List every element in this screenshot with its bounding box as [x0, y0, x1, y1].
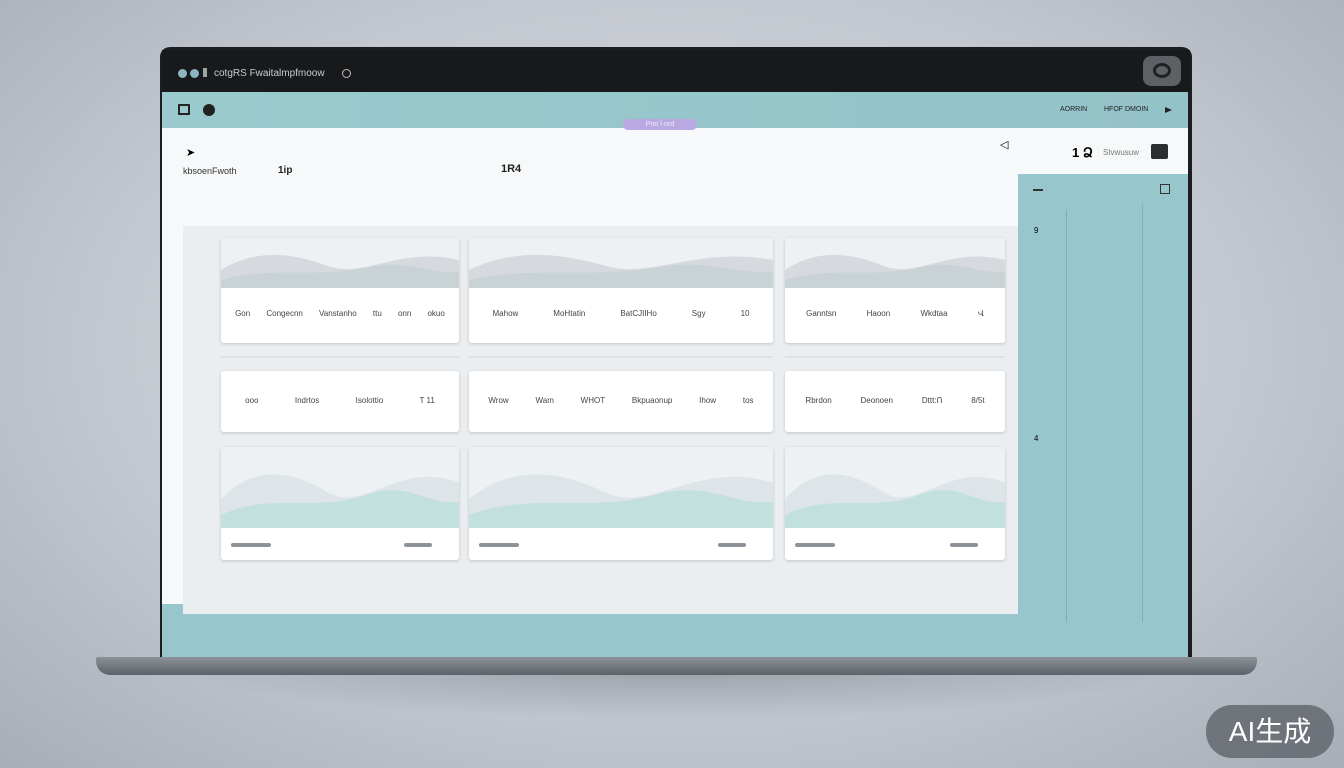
- list-icon[interactable]: [178, 104, 190, 115]
- card-meta-text: T 11: [419, 396, 435, 405]
- edit-button[interactable]: [1151, 144, 1168, 159]
- card-meta-text: Gon: [235, 309, 251, 318]
- card-row3[interactable]: [469, 447, 773, 560]
- progress-bar[interactable]: [718, 543, 746, 547]
- card-meta-text: okuo: [427, 309, 445, 318]
- card-meta-text: Mahow: [492, 309, 519, 318]
- card-meta-row: Rbrdon Deonoen Dttt:Ո 8/5t: [795, 396, 995, 406]
- divider: [469, 356, 773, 358]
- card-row3[interactable]: [221, 447, 459, 560]
- card-meta-text: ttu: [372, 309, 382, 318]
- card-meta-text: MoHtatin: [553, 309, 586, 318]
- card-meta-text: Rbrdon: [805, 396, 832, 405]
- card-meta-text: Deonoen: [860, 396, 893, 405]
- progress-bar[interactable]: [795, 543, 835, 547]
- card-meta-text: WHOT: [580, 396, 606, 405]
- toolbar-center-label: 1R4: [501, 163, 522, 175]
- card-meta-text: tos: [742, 396, 754, 405]
- divider: [785, 356, 1005, 358]
- progress-bar[interactable]: [950, 543, 978, 547]
- card-meta-text: Sgy: [691, 309, 706, 318]
- card-meta-text: Wam: [535, 396, 554, 405]
- card-meta-text: Indrtos: [294, 396, 320, 405]
- window-dot-close[interactable]: [178, 69, 187, 78]
- card-row1[interactable]: Mahow MoHtatin BatCJIIHo Sgy 10: [469, 238, 773, 343]
- progress-bar[interactable]: [231, 543, 271, 547]
- edit-icon[interactable]: [1160, 184, 1170, 194]
- card-meta-text: onn: [397, 309, 412, 318]
- card-meta-row: Mahow MoHtatin BatCJIIHo Sgy 10: [479, 309, 763, 319]
- watermark: AI生成: [1206, 705, 1334, 758]
- card-row3[interactable]: [785, 447, 1005, 560]
- card-row1[interactable]: Ganntsn Haoon Wkdtaa Վ: [785, 238, 1005, 343]
- cursor-icon: ➤: [186, 147, 196, 159]
- progress-bar[interactable]: [479, 543, 519, 547]
- card-row2[interactable]: ooo Indrtos Isolottio T 11: [221, 371, 459, 432]
- guide-line: [1142, 204, 1143, 622]
- divider: [221, 356, 459, 358]
- thumbnail-image: [221, 447, 459, 528]
- card-meta-text: Vanstanho: [319, 309, 357, 318]
- card-meta-text: Wrow: [488, 396, 509, 405]
- side-label-1: 9: [1034, 226, 1039, 235]
- laptop-base: [96, 657, 1257, 675]
- card-meta-text: Bkpuaonup: [631, 396, 673, 405]
- user-icon[interactable]: [203, 104, 215, 116]
- side-panel: 9 4: [1018, 174, 1188, 657]
- toolbar-label: kbsoenFwoth: [183, 166, 237, 176]
- window-dot-minimize[interactable]: [190, 69, 199, 78]
- toolbar-label-2: 1ip: [278, 165, 293, 176]
- card-row1[interactable]: Gon Congecnn Vanstanho ttu onn okuo: [221, 238, 459, 343]
- card-meta-row: Wrow Wam WHOT Bkpuaonup Ihow tos: [479, 396, 763, 406]
- card-meta-text: Վ: [977, 309, 984, 318]
- card-meta-text: Congecnn: [266, 309, 303, 318]
- progress-bar[interactable]: [404, 543, 432, 547]
- card-meta-text: ooo: [245, 396, 259, 405]
- card-meta-text: BatCJIIHo: [620, 309, 657, 318]
- card-meta-text: Dttt:Ո: [921, 396, 943, 405]
- header-link-2[interactable]: HFOF DMOIN: [1104, 106, 1149, 113]
- card-meta-text: 10: [740, 309, 750, 318]
- card-meta-text: Ganntsn: [806, 309, 837, 318]
- thumbnail-image: [785, 238, 1005, 288]
- card-meta-text: Wkdtaa: [920, 309, 948, 318]
- thumbnail-image: [469, 238, 773, 288]
- guide-line: [1066, 210, 1067, 622]
- count-label: 1 Ձ: [1072, 145, 1093, 160]
- card-meta-text: Isolottio: [355, 396, 384, 405]
- card-meta-row: Ganntsn Haoon Wkdtaa Վ: [795, 309, 995, 319]
- window-title: cotgRS Fwaitalmpfmoow: [214, 68, 325, 79]
- header-link-1[interactable]: AORRIN: [1060, 106, 1088, 113]
- thumbnail-image: [469, 447, 773, 528]
- card-meta-row: Gon Congecnn Vanstanho ttu onn okuo: [231, 309, 449, 319]
- status-pill[interactable]: Pno l·ord: [623, 119, 697, 130]
- card-meta-text: Ihow: [699, 396, 717, 405]
- play-icon[interactable]: [1165, 107, 1172, 113]
- status-label: Stvwusuw: [1103, 148, 1140, 157]
- thumbnail-image: [221, 238, 459, 288]
- card-meta-text: Haoon: [866, 309, 891, 318]
- card-row2[interactable]: Wrow Wam WHOT Bkpuaonup Ihow tos: [469, 371, 773, 432]
- title-bar: cotgRS Fwaitalmpfmoow: [162, 50, 1190, 93]
- camera-icon: [1143, 56, 1181, 86]
- card-meta-text: 8/5t: [971, 396, 985, 405]
- card-meta-row: ooo Indrtos Isolottio T 11: [231, 396, 449, 406]
- bell-icon[interactable]: ◁: [1000, 139, 1009, 151]
- filter-icon[interactable]: [1033, 186, 1043, 191]
- thumbnail-image: [785, 447, 1005, 528]
- trash-icon: [203, 68, 207, 77]
- toolbar-right: ◁ 1 Ձ Stvwusuw: [1000, 128, 1188, 174]
- side-label-2: 4: [1034, 434, 1039, 443]
- circle-icon[interactable]: [342, 69, 351, 78]
- card-row2[interactable]: Rbrdon Deonoen Dttt:Ո 8/5t: [785, 371, 1005, 432]
